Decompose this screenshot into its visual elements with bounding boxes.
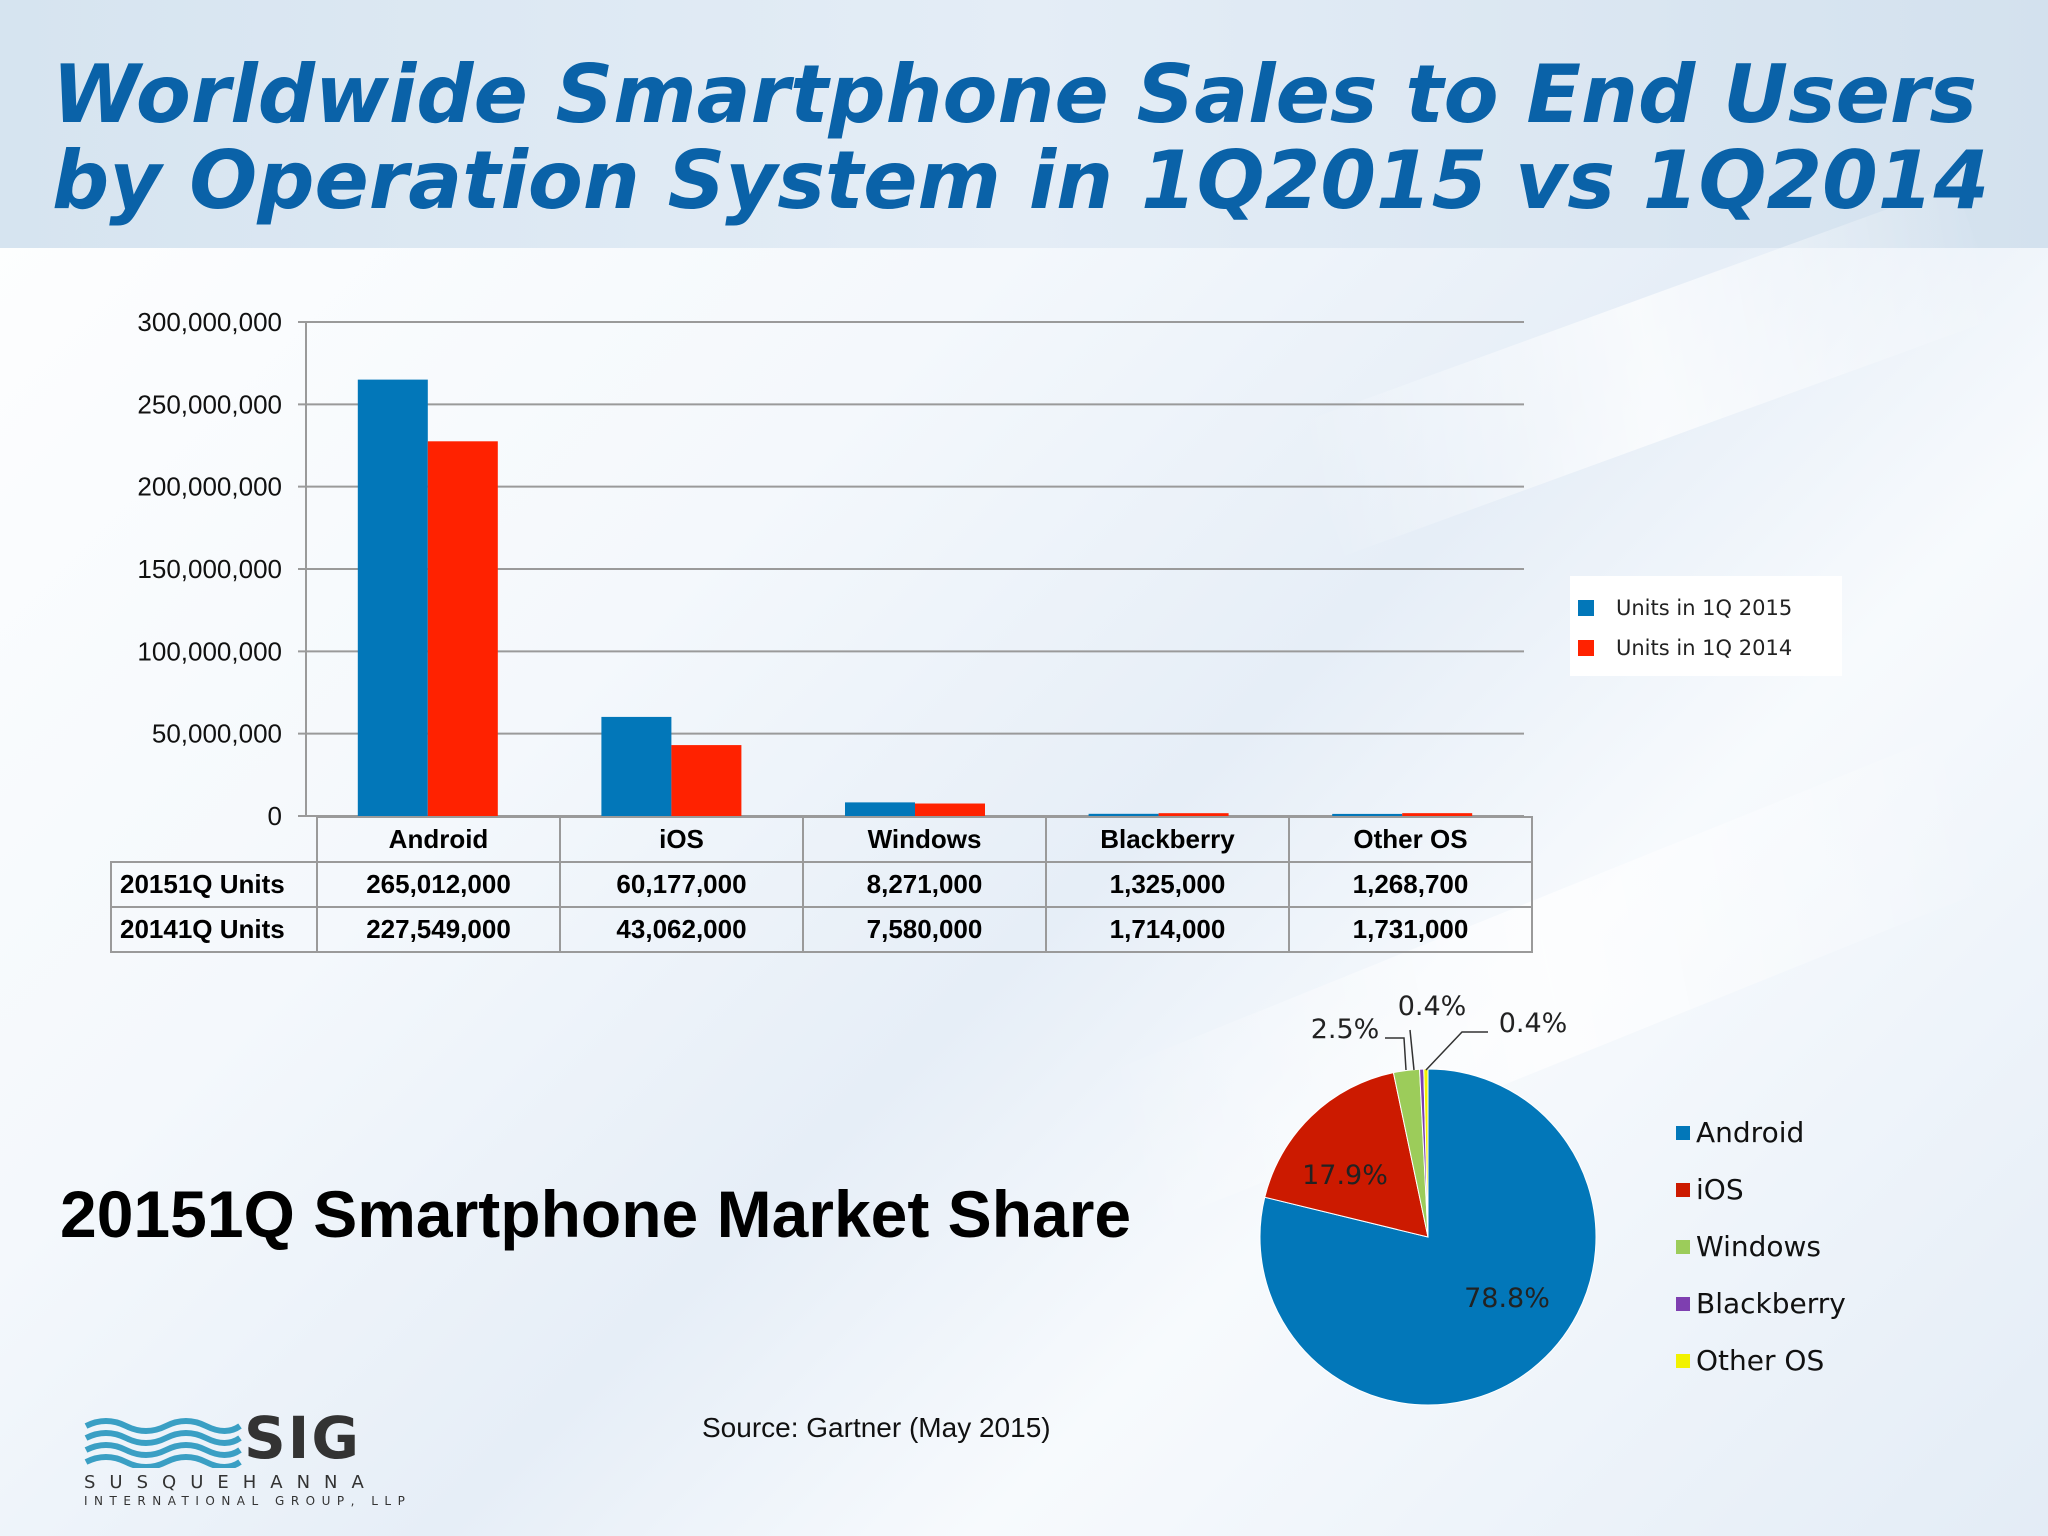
pie-legend-swatch [1676,1296,1690,1311]
bar-ios-series-1 [601,716,672,816]
logo-company-name: SUSQUEHANNA [84,1472,378,1493]
bar-ios-series-2 [671,745,742,816]
table-header-cell: Other OS [1288,816,1533,863]
table-cell: 1,325,000 [1045,861,1290,908]
page-title: Worldwide Smartphone Sales to End Users … [52,52,2012,224]
legend-swatch-2014 [1578,640,1594,656]
y-tick-label: 300,000,000 [137,307,282,337]
table-cell: 1,731,000 [1288,906,1533,953]
title-line-1: Worldwide Smartphone Sales to End Users [52,48,1977,141]
bar-blackberry-series-1 [1088,813,1159,816]
table-header-cell: Android [316,816,561,863]
table-row-label: 20151Q Units [110,861,318,908]
y-tick-label: 250,000,000 [137,389,282,419]
table-cell: 227,549,000 [316,906,561,953]
table-cell: 43,062,000 [559,906,804,953]
table-cell: 8,271,000 [802,861,1047,908]
logo-company-suffix: INTERNATIONAL GROUP, LLP [84,1494,412,1508]
logo-wordmark: SIG [244,1404,361,1472]
pie-legend-label: Blackberry [1696,1287,1846,1320]
table-corner [111,817,318,862]
legend-swatch-2015 [1578,600,1594,616]
pie-legend-label: iOS [1696,1173,1744,1206]
table-row: 20151Q Units 265,012,000 60,177,000 8,27… [110,861,1533,908]
bar-windows-series-1 [845,802,915,816]
pie-legend-label: Windows [1696,1230,1821,1263]
y-tick-label: 200,000,000 [137,472,282,502]
bar-other-os-series-2 [1402,813,1473,816]
table-header-cell: Blackberry [1045,816,1290,863]
source-note: Source: Gartner (May 2015) [702,1412,1051,1443]
legend-item-2014: Units in 1Q 2014 [1578,636,1792,660]
pie-title: 20151Q Smartphone Market Share [60,1177,1132,1251]
y-tick-label: 100,000,000 [137,636,282,666]
bar-blackberry-series-2 [1158,813,1229,816]
data-table: Android iOS Windows Blackberry Other OS … [110,816,1533,953]
bar-windows-series-2 [915,803,985,816]
legend-item-2015: Units in 1Q 2015 [1578,596,1792,620]
table-header-cell: Windows [802,816,1047,863]
pie-legend-swatch [1676,1125,1690,1140]
table-cell: 7,580,000 [802,906,1047,953]
y-tick-label: 150,000,000 [137,554,282,584]
pie-legend-item: Android [1676,1104,1846,1161]
table-header-cell: iOS [559,816,804,863]
pie-legend-swatch [1676,1182,1690,1197]
pie-legend-item: Windows [1676,1218,1846,1275]
table-row-label: 20141Q Units [110,906,318,953]
table-header-row: Android iOS Windows Blackberry Other OS [111,816,1533,863]
y-tick-label: 50,000,000 [152,719,282,749]
pie-legend-label: Other OS [1696,1344,1825,1377]
table-cell: 1,714,000 [1045,906,1290,953]
legend-label-2014: Units in 1Q 2014 [1616,636,1793,660]
table-row: 20141Q Units 227,549,000 43,062,000 7,58… [110,906,1533,953]
bar-android-series-1 [357,379,428,816]
pie-legend-label: Android [1696,1116,1805,1149]
pie-legend-item: iOS [1676,1161,1846,1218]
pie-legend-item: Other OS [1676,1332,1846,1389]
title-line-2: by Operation System in 1Q2015 vs 1Q2014 [52,134,1990,227]
pie-legend-item: Blackberry [1676,1275,1846,1332]
pie-legend-swatch [1676,1353,1690,1368]
bar-android-series-2 [427,441,498,816]
pie-legend: Android iOS Windows Blackberry Other OS [1676,1104,1846,1389]
table-cell: 265,012,000 [316,861,561,908]
bar-other-os-series-1 [1332,813,1403,816]
table-cell: 1,268,700 [1288,861,1533,908]
bar-legend: Units in 1Q 2015 Units in 1Q 2014 [1570,576,1842,676]
legend-label-2015: Units in 1Q 2015 [1616,596,1793,620]
company-logo: SIG SUSQUEHANNA INTERNATIONAL GROUP, LLP [84,1404,434,1510]
table-cell: 60,177,000 [559,861,804,908]
pie-legend-swatch [1676,1239,1690,1254]
waves-icon [84,1418,242,1468]
